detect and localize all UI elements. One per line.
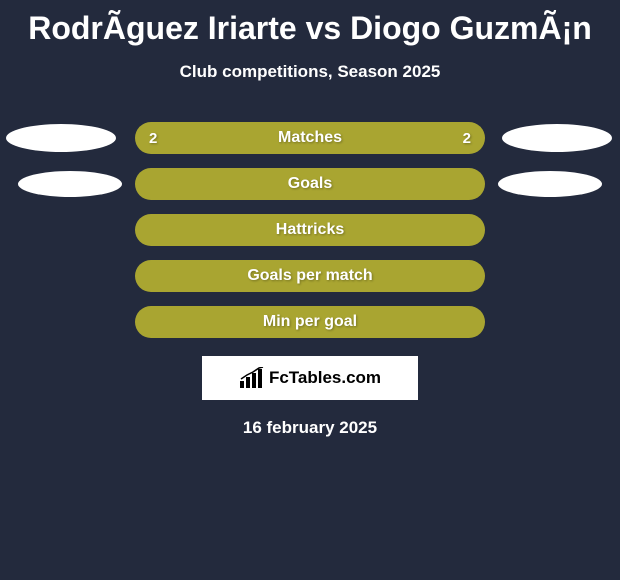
stat-row-hattricks: Hattricks	[0, 214, 620, 246]
player-right-badge	[502, 124, 612, 152]
stat-label: Matches	[278, 129, 342, 147]
stat-value-right: 2	[463, 130, 471, 147]
stat-bar: Goals	[135, 168, 485, 200]
stat-label: Goals per match	[247, 267, 372, 285]
stat-bar: Goals per match	[135, 260, 485, 292]
stat-row-min-per-goal: Min per goal	[0, 306, 620, 338]
stat-label: Min per goal	[263, 313, 357, 331]
stat-bar: 2 Matches 2	[135, 122, 485, 154]
player-left-badge	[6, 124, 116, 152]
player-right-badge	[498, 171, 602, 197]
stat-row-matches: 2 Matches 2	[0, 122, 620, 154]
main-container: RodrÃguez Iriarte vs Diogo GuzmÃ¡n Club …	[0, 0, 620, 580]
player-left-badge	[18, 171, 122, 197]
chart-icon	[239, 367, 265, 389]
date-text: 16 february 2025	[0, 418, 620, 438]
stat-label: Goals	[288, 175, 332, 193]
stat-label: Hattricks	[276, 221, 344, 239]
brand-name: FcTables.com	[269, 368, 381, 388]
page-subtitle: Club competitions, Season 2025	[0, 62, 620, 82]
stat-bar: Min per goal	[135, 306, 485, 338]
page-title: RodrÃguez Iriarte vs Diogo GuzmÃ¡n	[0, 10, 620, 47]
brand-logo[interactable]: FcTables.com	[202, 356, 418, 400]
stats-container: 2 Matches 2 Goals Hattricks	[0, 122, 620, 338]
stat-row-goals-per-match: Goals per match	[0, 260, 620, 292]
stat-row-goals: Goals	[0, 168, 620, 200]
stat-bar: Hattricks	[135, 214, 485, 246]
stat-value-left: 2	[149, 130, 157, 147]
